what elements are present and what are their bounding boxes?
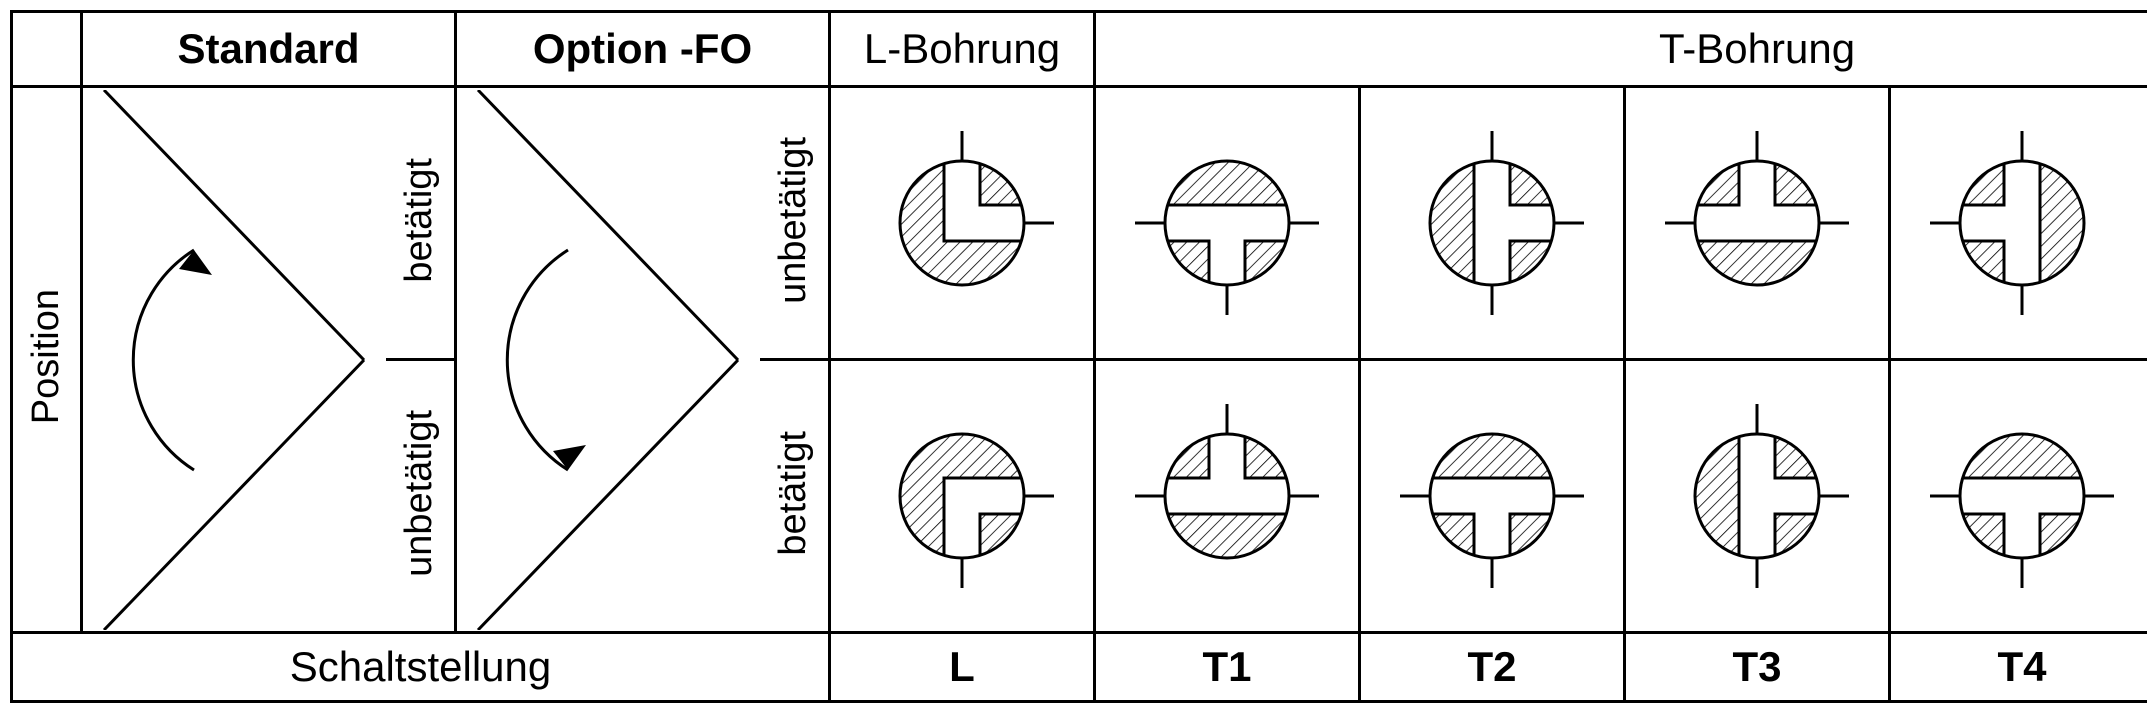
position-label-cell: Position xyxy=(12,87,82,633)
valve-symbol-T3_bot xyxy=(1657,396,1857,596)
valve-T4-top xyxy=(1890,87,2147,360)
valve-symbol-T2_bot xyxy=(1392,396,1592,596)
footer-T4: T4 xyxy=(1890,633,2147,702)
header-l-bohrung: L-Bohrung xyxy=(830,12,1095,87)
valve-symbol-T1_top xyxy=(1127,123,1327,323)
valve-symbol-T4_top xyxy=(1922,123,2122,323)
optionfo-upper-state: unbetätigt xyxy=(772,137,815,304)
standard-upper-state: betätigt xyxy=(398,158,441,283)
header-blank xyxy=(12,12,82,87)
header-row: Standard Option -FO L-Bohrung T-Bohrung xyxy=(12,12,2147,87)
standard-actuator-diagram xyxy=(84,90,384,630)
valve-symbol-L_top xyxy=(862,123,1062,323)
optionfo-upper-state-cell: unbetätigt xyxy=(760,87,830,360)
valve-symbol-T2_top xyxy=(1392,123,1592,323)
valve-L-bot xyxy=(830,360,1095,633)
valve-T4-bot xyxy=(1890,360,2147,633)
optionfo-actuator-diagram xyxy=(458,90,758,630)
valve-symbol-T3_top xyxy=(1657,123,1857,323)
footer-row: Schaltstellung L T1 T2 T3 T4 xyxy=(12,633,2147,702)
standard-actuator-cell xyxy=(82,87,386,633)
valve-T1-top xyxy=(1095,87,1360,360)
valve-symbol-T4_bot xyxy=(1922,396,2122,596)
valve-T3-bot xyxy=(1625,360,1890,633)
valve-T1-bot xyxy=(1095,360,1360,633)
optionfo-lower-state: betätigt xyxy=(772,431,815,556)
valve-T2-top xyxy=(1360,87,1625,360)
standard-lower-state-cell: unbetätigt xyxy=(386,360,456,633)
valve-T2-bot xyxy=(1360,360,1625,633)
valve-symbol-T1_bot xyxy=(1127,396,1327,596)
body-row-upper: Position betätigt unbetätigt xyxy=(12,87,2147,360)
footer-T2: T2 xyxy=(1360,633,1625,702)
header-standard: Standard xyxy=(82,12,456,87)
valve-symbol-L_bot xyxy=(862,396,1062,596)
header-option-fo: Option -FO xyxy=(456,12,830,87)
valve-T3-top xyxy=(1625,87,1890,360)
footer-L: L xyxy=(830,633,1095,702)
position-label: Position xyxy=(25,289,68,424)
footer-T1: T1 xyxy=(1095,633,1360,702)
optionfo-lower-state-cell: betätigt xyxy=(760,360,830,633)
standard-upper-state-cell: betätigt xyxy=(386,87,456,360)
standard-lower-state: unbetätigt xyxy=(398,410,441,577)
optionfo-actuator-cell xyxy=(456,87,760,633)
valve-L-top xyxy=(830,87,1095,360)
valve-positions-table: Standard Option -FO L-Bohrung T-Bohrung … xyxy=(10,10,2147,703)
header-t-bohrung: T-Bohrung xyxy=(1095,12,2147,87)
footer-schaltstellung: Schaltstellung xyxy=(12,633,830,702)
footer-T3: T3 xyxy=(1625,633,1890,702)
